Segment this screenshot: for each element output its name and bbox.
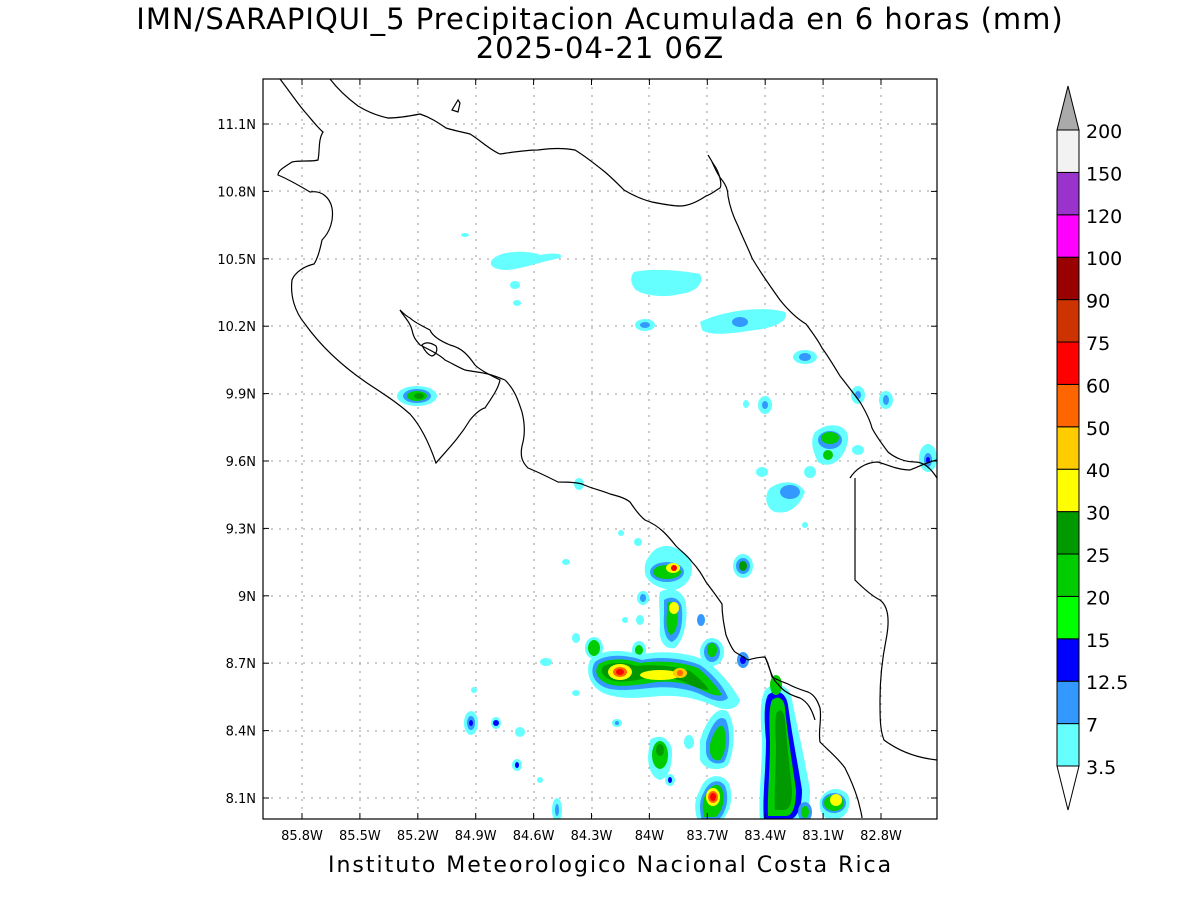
lon-tick-label: 84.6W [513,829,555,844]
colorbar-level-label: 60 [1086,375,1110,397]
lat-tick-label: 10.5N [217,253,256,268]
lat-tick-label: 9.3N [226,522,256,537]
colorbar-swatch [1056,723,1080,767]
lon-tick-label: 85.5W [339,829,381,844]
lon-tick-label: 83.7W [686,829,728,844]
colorbar-level-label: 12.5 [1086,672,1128,694]
lat-tick-label: 10.2N [217,320,256,335]
colorbar-level-label: 100 [1086,248,1122,270]
lon-tick-label: 85.8W [281,829,323,844]
colorbar-level-label: 15 [1086,630,1110,652]
colorbar-swatch [1056,680,1080,725]
precipitation-field [397,233,937,819]
colorbar-level-label: 120 [1086,206,1122,228]
colorbar-swatch [1056,129,1080,173]
colorbar-swatch [1056,553,1080,597]
colorbar-max-arrow [1056,85,1080,131]
footer-credit: Instituto Meteorologico Nacional Costa R… [328,853,894,878]
lon-tick-label: 84W [635,829,665,844]
plot-frame [262,78,938,820]
latitude-axis: 11.1N 10.8N 10.5N 10.2N 9.9N 9.6N 9.3N 9N 8.7N 8.… [217,118,937,807]
colorbar-level-label: 50 [1086,418,1110,440]
colorbar-swatch [1056,256,1080,301]
lon-tick-label: 83.4W [744,829,786,844]
colorbar-level-label: 3.5 [1086,757,1116,779]
colorbar-level-label: 200 [1086,121,1122,143]
colorbar-min-arrow [1056,765,1080,811]
colorbar-level-label: 90 [1086,291,1110,313]
lat-tick-label: 9N [238,590,256,605]
lat-tick-label: 8.1N [226,792,256,807]
colorbar-level-label: 150 [1086,163,1122,185]
colorbar-swatch [1056,171,1080,216]
colorbar-level-label: 75 [1086,333,1110,355]
lon-tick-label: 82.8W [860,829,902,844]
colorbar-swatch [1056,468,1080,513]
lat-tick-label: 11.1N [217,118,256,133]
lon-tick-label: 84.9W [455,829,497,844]
colorbar-level-label: 30 [1086,503,1110,525]
colorbar-swatch [1056,214,1080,258]
colorbar-level-label: 20 [1086,587,1110,609]
colorbar-level-label: 40 [1086,460,1110,482]
map-title: IMN/SARAPIQUI_5 Precipitacion Acumulada … [136,2,1064,36]
lon-tick-label: 85.2W [397,829,439,844]
lat-tick-label: 10.8N [217,185,256,200]
colorbar-swatch [1056,426,1080,470]
colorbar-swatch [1056,383,1080,428]
colorbar-level-label: 25 [1086,545,1110,567]
colorbar-swatch [1056,299,1080,343]
lon-tick-label: 83.1W [802,829,844,844]
lat-tick-label: 9.6N [226,455,256,470]
colorbar-level-label: 7 [1086,715,1098,737]
map-subtitle: 2025-04-21 06Z [475,31,725,65]
lat-tick-label: 8.7N [226,657,256,672]
lon-tick-label: 84.3W [571,829,613,844]
coastlines [277,79,937,819]
colorbar-swatch [1056,638,1080,682]
colorbar-swatch [1056,341,1080,385]
colorbar-swatch [1056,511,1080,555]
lat-tick-label: 9.9N [226,388,256,403]
colorbar-legend: 3.5 7 12.5 15 20 25 30 40 50 60 75 90 100 120 150 200 [1056,85,1128,811]
lat-tick-label: 8.4N [226,725,256,740]
colorbar-swatch [1056,595,1080,640]
longitude-axis: 85.8W 85.5W 85.2W 84.9W 84.6W 84.3W 84W 83.7W 83… [281,79,902,844]
